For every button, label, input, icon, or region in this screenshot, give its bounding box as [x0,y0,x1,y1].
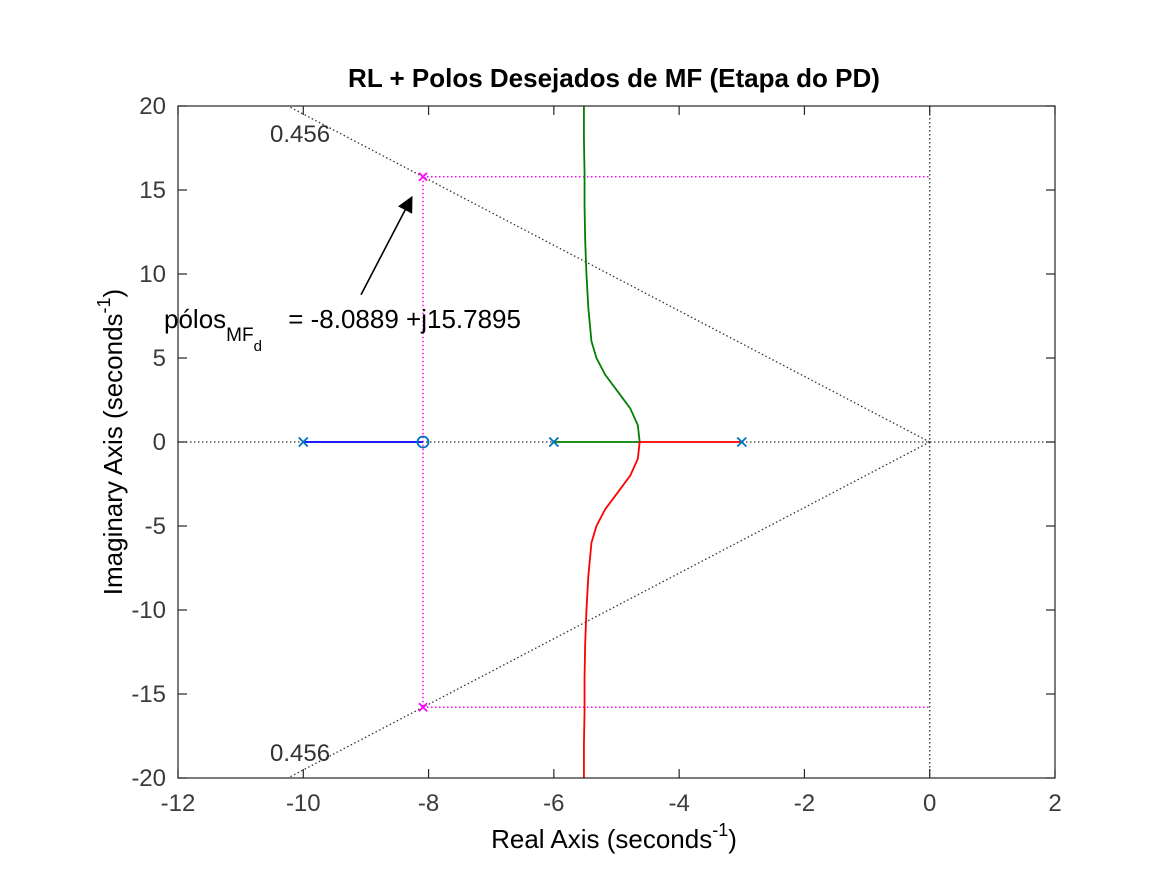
damping-label-lower: 0.456 [270,740,330,767]
open-loop-pole-marker [298,436,309,448]
y-tick-label: -15 [131,681,166,708]
y-tick-label: -10 [131,597,166,624]
annotation-text: pólosMFd = -8.0889 +j15.7895 [164,304,521,355]
y-tick-label: 0 [153,429,166,456]
y-tick-label: 20 [139,93,166,120]
pole-stroke [298,436,309,448]
x-tick-label: -6 [543,790,564,817]
chart-title: RL + Polos Desejados de MF (Etapa do PD) [348,63,880,93]
damping-line-upper [286,106,931,443]
annotation-main: pólos [164,304,226,334]
x-tick-label: -8 [418,790,439,817]
x-tick-label: 2 [1048,790,1061,817]
x-axis-title: Real Axis (seconds-1) [491,820,737,854]
pole-stroke [548,436,559,448]
annotation-subsubscript: d [254,338,262,355]
x-axis-title-superscript: -1 [712,820,728,840]
desired-pole-marker [418,702,428,712]
locus-branch-2 [553,106,641,443]
x-tick-label: 0 [923,790,936,817]
y-tick-label: 5 [153,345,166,372]
desired-pole-marker [418,172,428,182]
damping-label-upper: 0.456 [270,121,330,148]
x-tick-label: -10 [286,790,321,817]
open-loop-pole-marker [736,436,747,448]
x-tick-label: -12 [161,790,196,817]
pole-stroke [736,436,747,448]
y-tick-label: 15 [139,177,166,204]
locus-branch-3 [583,441,742,778]
y-axis-title-superscript: -1 [94,297,114,313]
x-tick-label: -4 [668,790,689,817]
desired-pole-stroke [418,172,428,182]
open-loop-pole-marker [548,436,559,448]
x-tick-label: -2 [794,790,815,817]
y-axis-title: Imaginary Axis (seconds-1) [94,289,128,595]
plot-content [178,106,1055,778]
y-tick-label: 10 [139,261,166,288]
damping-line-lower [286,441,931,778]
annotation-value: = -8.0889 +j15.7895 [281,304,521,334]
open-loop-zero-marker [416,435,430,449]
annotation-subscript: MF [226,325,253,346]
y-tick-label: -5 [145,513,166,540]
desired-pole-stroke [418,702,428,712]
annotation-arrow [360,195,413,296]
y-tick-label: -20 [131,765,166,792]
